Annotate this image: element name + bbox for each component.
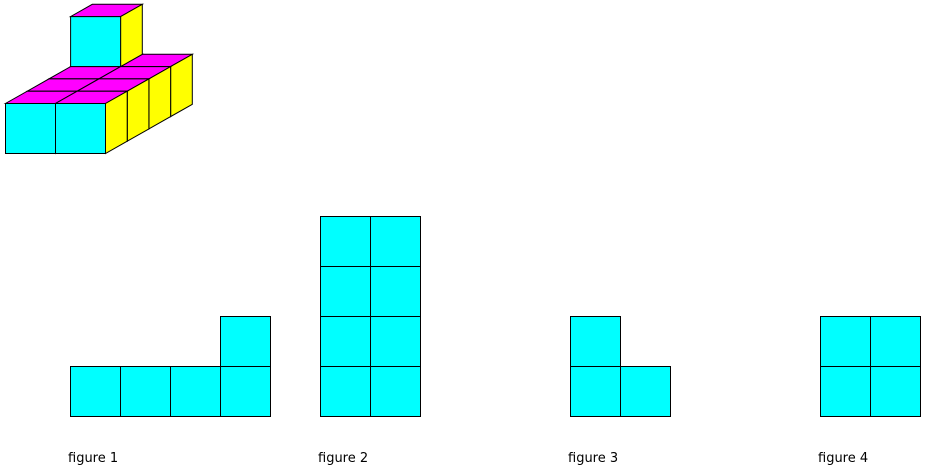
- figure-4-square: [870, 366, 921, 417]
- figure-1-square: [120, 366, 171, 417]
- figure-2-square: [370, 266, 421, 317]
- figure-4-square: [870, 316, 921, 367]
- figure-1-label: figure 1: [68, 451, 119, 466]
- figure-3-label: figure 3: [568, 451, 619, 466]
- cube-front-face: [55, 103, 106, 154]
- figure-4-square: [820, 316, 871, 367]
- figure-2-square: [320, 216, 371, 267]
- figure-3-square: [570, 316, 621, 367]
- figure-1-square: [70, 366, 121, 417]
- figure-2-label: figure 2: [318, 451, 369, 466]
- figure-1-square: [170, 366, 221, 417]
- figure-2-square: [370, 216, 421, 267]
- figure-2-square: [320, 366, 371, 417]
- figure-1-square: [220, 316, 271, 367]
- figure-1-square: [220, 366, 271, 417]
- figure-4-square: [820, 366, 871, 417]
- figure-2-square: [320, 316, 371, 367]
- figure-2-square: [370, 366, 421, 417]
- figure-2-square: [320, 266, 371, 317]
- figure-3-square: [570, 366, 621, 417]
- figure-3-square: [620, 366, 671, 417]
- figure-2-square: [370, 316, 421, 367]
- figure-4-label: figure 4: [818, 451, 869, 466]
